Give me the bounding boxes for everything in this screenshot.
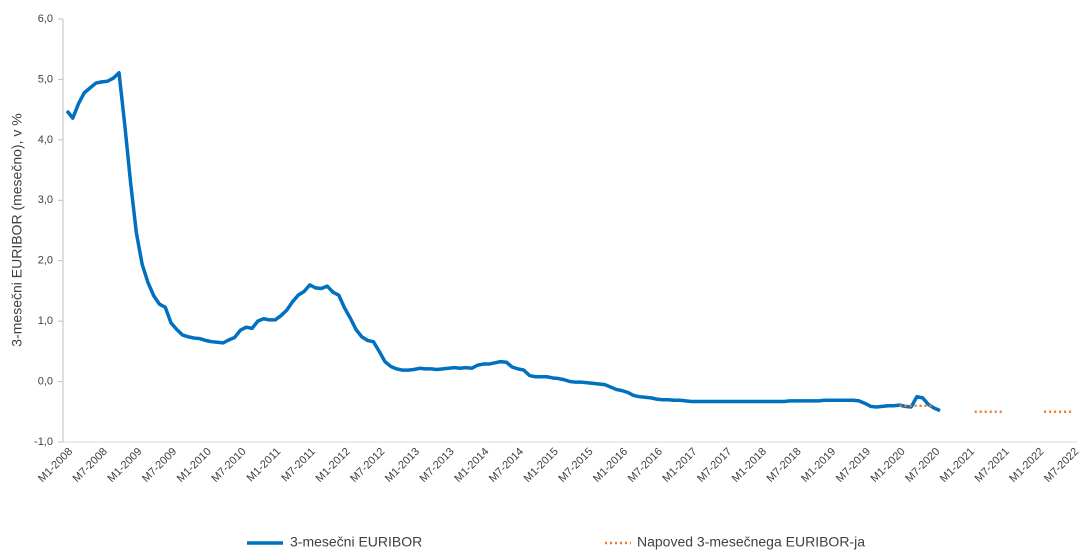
x-tick-label: M7-2011 bbox=[279, 446, 318, 485]
x-tick-label: M7-2018 bbox=[764, 446, 803, 485]
x-tick-label: M1-2012 bbox=[314, 446, 353, 485]
y-tick-label: 2,0 bbox=[38, 255, 53, 267]
x-tick-label: M1-2018 bbox=[730, 446, 769, 485]
x-tick-label: M1-2016 bbox=[591, 446, 630, 485]
line-series bbox=[65, 71, 941, 413]
x-tick-label: M1-2014 bbox=[452, 446, 491, 485]
x-tick-label: M7-2010 bbox=[209, 446, 248, 485]
x-tick-label: M1-2022 bbox=[1007, 446, 1046, 485]
x-tick-label: M1-2011 bbox=[245, 446, 284, 485]
x-tick-label: M7-2014 bbox=[487, 446, 526, 485]
x-tick-label: M7-2008 bbox=[71, 446, 110, 485]
x-tick-label: M7-2020 bbox=[903, 446, 942, 485]
y-tick-label: 3,0 bbox=[38, 194, 53, 206]
y-tick-label: 5,0 bbox=[38, 73, 53, 85]
line-series bbox=[899, 404, 1073, 414]
x-tick-label: M1-2008 bbox=[36, 446, 75, 485]
x-tick-label: M7-2013 bbox=[418, 446, 457, 485]
x-tick-label: M1-2021 bbox=[938, 446, 977, 485]
x-tick-label: M7-2016 bbox=[626, 446, 665, 485]
y-tick-label: -1,0 bbox=[34, 436, 53, 448]
x-tick-label: M1-2013 bbox=[383, 446, 422, 485]
legend-label: 3-mesečni EURIBOR bbox=[290, 534, 422, 550]
x-tick-label: M1-2020 bbox=[869, 446, 908, 485]
legend-label: Napoved 3-mesečnega EURIBOR-ja bbox=[637, 534, 865, 550]
y-tick-label: 1,0 bbox=[38, 315, 53, 327]
x-tick-label: M7-2021 bbox=[973, 446, 1012, 485]
x-tick-label: M1-2017 bbox=[660, 446, 699, 485]
x-tick-label: M1-2009 bbox=[105, 446, 144, 485]
x-tick-label: M7-2022 bbox=[1042, 446, 1081, 485]
x-tick-label: M1-2015 bbox=[522, 446, 561, 485]
x-tick-label: M7-2017 bbox=[695, 446, 734, 485]
y-tick-label: 6,0 bbox=[38, 13, 53, 25]
y-axis-title: 3-mesečni EURIBOR (mesečno), v % bbox=[9, 113, 25, 346]
y-tick-label: 0,0 bbox=[38, 375, 53, 387]
y-tick-label: 4,0 bbox=[38, 134, 53, 146]
x-tick-label: M7-2015 bbox=[556, 446, 595, 485]
x-tick-label: M7-2009 bbox=[140, 446, 179, 485]
x-tick-label: M1-2010 bbox=[175, 446, 214, 485]
x-tick-label: M7-2012 bbox=[348, 446, 387, 485]
x-tick-label: M1-2019 bbox=[799, 446, 838, 485]
x-tick-label: M7-2019 bbox=[834, 446, 873, 485]
